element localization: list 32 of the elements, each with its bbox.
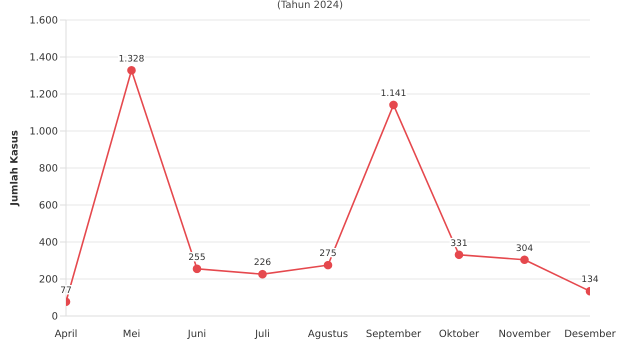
text: 304 [516,244,534,254]
y-tick-label: 0 [52,312,58,323]
chart-subtitle: (Tahun 2024) [276,0,344,11]
x-tick-label: Juni [186,329,206,340]
x-tick-label: Juli [254,329,270,340]
x-tick-label: September [366,329,422,340]
point [324,260,332,270]
point [520,255,529,264]
point [454,250,464,260]
point [389,100,398,110]
y-tick-label: 600 [38,200,58,212]
text: 226 [254,258,272,268]
point [192,264,202,274]
text: 1.141 [380,88,406,99]
x-tick-label: November [498,329,552,340]
y-tick-label: 200 [38,274,58,286]
point [258,270,267,278]
y-tick-label: 1.400 [29,52,58,64]
y-tick-label: 400 [38,238,58,249]
y-tick-label: 1.200 [29,90,58,101]
y-axis-title: Jumlah Kasus [10,130,21,207]
y-tick-label: 1.000 [29,126,58,138]
point [127,66,136,75]
x-tick-label: Oktober [438,329,480,340]
x-tick-label: Desember [564,329,617,340]
y-tick-label: 800 [38,164,58,175]
x-tick-label: April [54,329,78,340]
x-tick-label: Agustus [308,329,348,340]
text: 1.328 [118,54,144,64]
text: 134 [581,275,599,286]
y-tick-label: 1.600 [29,16,58,27]
x-tick-label: Mei [122,329,140,340]
